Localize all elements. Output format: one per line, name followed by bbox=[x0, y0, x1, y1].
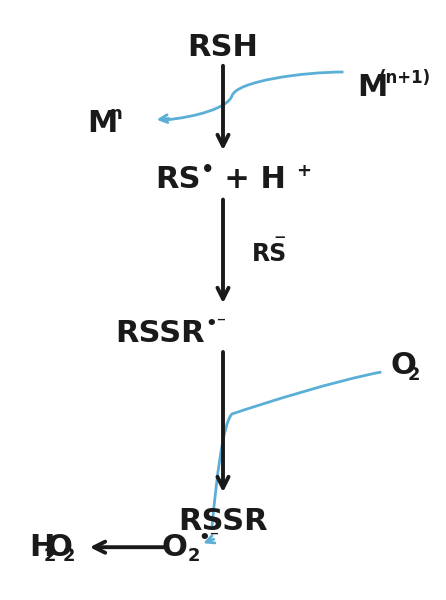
Text: RSH: RSH bbox=[188, 34, 258, 62]
Text: 2: 2 bbox=[187, 547, 200, 565]
Text: •⁻: •⁻ bbox=[198, 529, 220, 547]
Text: + H: + H bbox=[203, 166, 286, 194]
Text: n: n bbox=[109, 105, 122, 123]
Text: 2: 2 bbox=[407, 366, 420, 384]
Text: M: M bbox=[87, 109, 117, 137]
Text: H: H bbox=[29, 533, 54, 562]
Text: M: M bbox=[357, 73, 387, 101]
Text: RSSR: RSSR bbox=[116, 319, 205, 347]
Text: (n+1): (n+1) bbox=[378, 69, 430, 87]
Text: O: O bbox=[47, 533, 73, 562]
Text: RS: RS bbox=[155, 166, 201, 194]
Text: 2: 2 bbox=[62, 547, 75, 565]
Text: RS: RS bbox=[252, 242, 287, 266]
Text: RSSR: RSSR bbox=[178, 508, 268, 536]
Text: •⁻: •⁻ bbox=[205, 315, 227, 333]
Text: ⁻: ⁻ bbox=[273, 230, 286, 254]
Text: +: + bbox=[297, 162, 312, 180]
Text: O: O bbox=[161, 533, 187, 562]
Text: 2: 2 bbox=[43, 547, 56, 565]
Text: O: O bbox=[390, 352, 416, 380]
Text: •: • bbox=[201, 160, 214, 180]
